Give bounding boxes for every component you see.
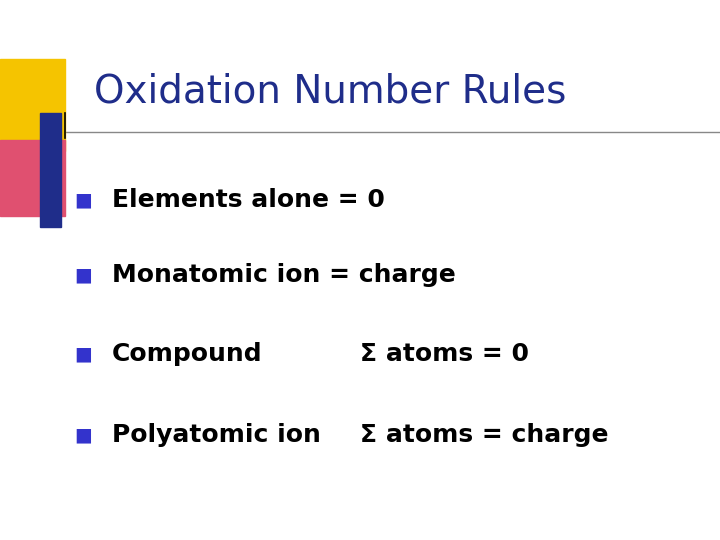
Bar xyxy=(0,59,65,151)
Text: ■: ■ xyxy=(74,425,91,444)
Bar xyxy=(0,140,65,216)
Text: Oxidation Number Rules: Oxidation Number Rules xyxy=(94,73,566,111)
Text: ■: ■ xyxy=(74,190,91,210)
Text: Polyatomic ion: Polyatomic ion xyxy=(112,423,320,447)
Text: ■: ■ xyxy=(74,266,91,285)
Text: Elements alone = 0: Elements alone = 0 xyxy=(112,188,384,212)
Text: Σ atoms = 0: Σ atoms = 0 xyxy=(360,342,529,366)
Text: Compound: Compound xyxy=(112,342,262,366)
Text: Σ atoms = charge: Σ atoms = charge xyxy=(360,423,608,447)
Text: ■: ■ xyxy=(74,344,91,363)
Bar xyxy=(40,113,61,227)
Text: Monatomic ion = charge: Monatomic ion = charge xyxy=(112,264,455,287)
